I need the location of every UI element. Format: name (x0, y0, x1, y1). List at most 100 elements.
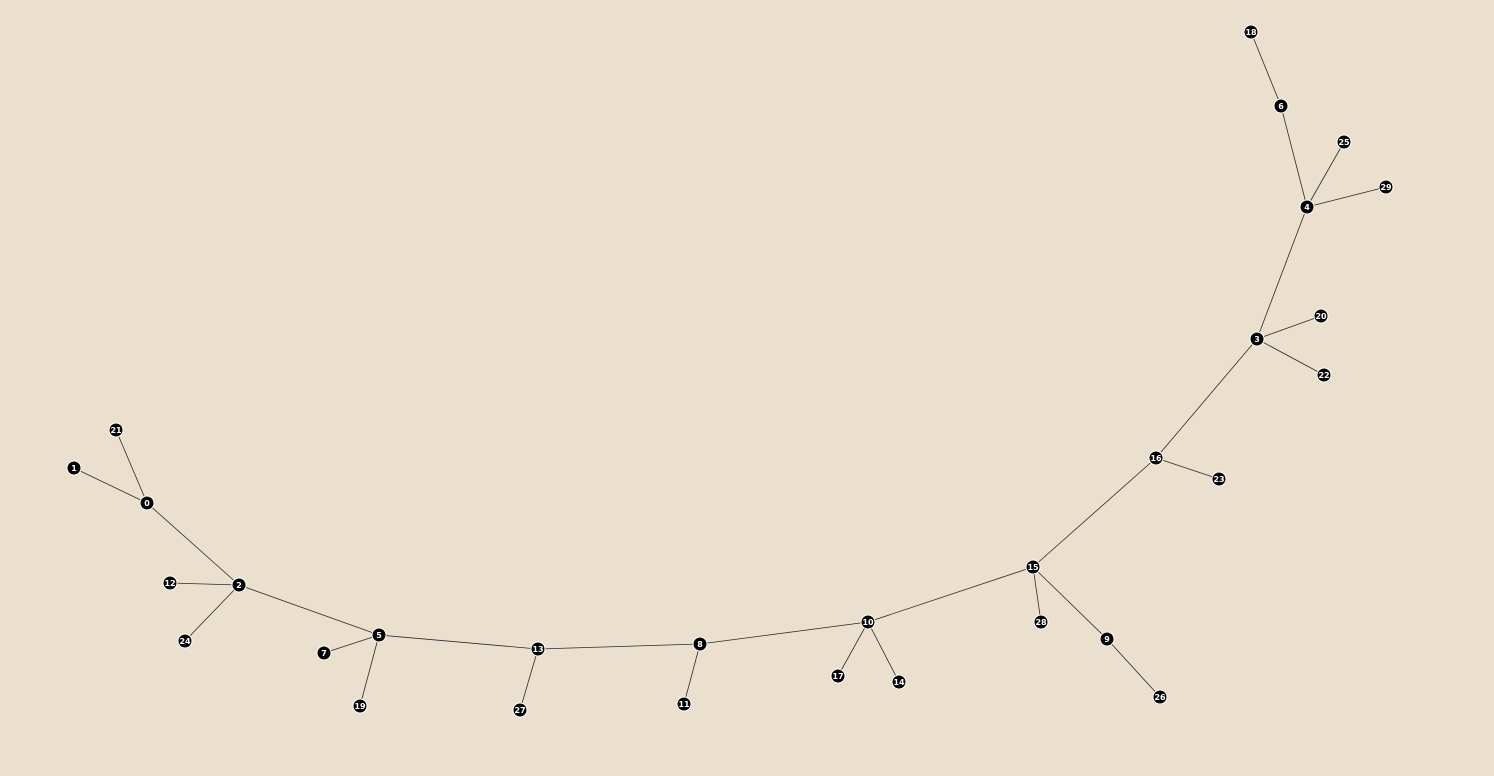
edge-4-29 (1306, 186, 1387, 208)
node-label: 17 (832, 672, 843, 681)
edge-10-15 (867, 566, 1034, 623)
node-12[interactable]: 12 (162, 575, 178, 591)
node-label: 16 (1150, 454, 1162, 463)
edge-3-20 (1256, 315, 1322, 340)
node-circle (1316, 367, 1332, 383)
node-5[interactable]: 5 (371, 627, 387, 643)
node-circle (108, 422, 124, 438)
node-3[interactable]: 3 (1249, 331, 1265, 347)
node-13[interactable]: 13 (530, 641, 546, 657)
node-circle (1273, 98, 1289, 114)
node-circle (692, 636, 708, 652)
edge-3-22 (1256, 338, 1325, 376)
node-circle (1099, 631, 1115, 647)
edge-15-9 (1032, 566, 1108, 640)
edge-5-13 (378, 634, 539, 650)
node-label: 21 (110, 426, 122, 435)
node-label: 12 (164, 579, 175, 588)
node-label: 2 (236, 581, 242, 590)
node-circle (512, 702, 528, 718)
node-circle (66, 460, 82, 476)
node-26[interactable]: 26 (1152, 689, 1168, 705)
node-label: 22 (1318, 371, 1329, 380)
node-circle (1025, 559, 1041, 575)
edge-13-8 (537, 643, 701, 650)
node-18[interactable]: 18 (1243, 24, 1259, 40)
node-22[interactable]: 22 (1316, 367, 1332, 383)
node-10[interactable]: 10 (860, 614, 876, 630)
edge-9-26 (1106, 638, 1161, 698)
edge-3-4 (1256, 206, 1308, 340)
node-label: 23 (1213, 475, 1224, 484)
node-4[interactable]: 4 (1299, 199, 1315, 215)
node-11[interactable]: 11 (676, 696, 692, 712)
edge-0-1 (73, 467, 148, 504)
node-29[interactable]: 29 (1378, 179, 1394, 195)
node-label: 20 (1315, 312, 1327, 321)
node-25[interactable]: 25 (1336, 134, 1352, 150)
node-label: 7 (321, 649, 327, 658)
node-circle (1148, 450, 1164, 466)
node-circle (1336, 134, 1352, 150)
node-circle (231, 577, 247, 593)
node-20[interactable]: 20 (1313, 308, 1329, 324)
node-label: 19 (354, 702, 366, 711)
node-label: 18 (1245, 28, 1257, 37)
node-label: 14 (893, 678, 905, 687)
node-circle (1211, 471, 1227, 487)
node-17[interactable]: 17 (830, 668, 846, 684)
node-15[interactable]: 15 (1025, 559, 1041, 575)
node-7[interactable]: 7 (316, 645, 332, 661)
node-1[interactable]: 1 (66, 460, 82, 476)
node-9[interactable]: 9 (1099, 631, 1115, 647)
node-label: 29 (1380, 183, 1392, 192)
node-circle (139, 495, 155, 511)
node-circle (676, 696, 692, 712)
node-circle (371, 627, 387, 643)
node-circle (1299, 199, 1315, 215)
edge-0-2 (146, 502, 240, 586)
edge-2-24 (184, 584, 240, 642)
edges-layer (73, 31, 1387, 711)
node-label: 5 (376, 631, 382, 640)
node-circle (177, 633, 193, 649)
node-21[interactable]: 21 (108, 422, 124, 438)
edge-13-27 (519, 648, 539, 711)
node-24[interactable]: 24 (177, 633, 193, 649)
edge-5-7 (323, 634, 380, 654)
node-14[interactable]: 14 (891, 674, 907, 690)
node-label: 26 (1154, 693, 1166, 702)
edge-4-6 (1280, 105, 1308, 208)
node-16[interactable]: 16 (1148, 450, 1164, 466)
edge-8-10 (699, 621, 869, 645)
node-0[interactable]: 0 (139, 495, 155, 511)
node-label: 1 (71, 464, 77, 473)
node-8[interactable]: 8 (692, 636, 708, 652)
node-label: 9 (1104, 635, 1110, 644)
edge-2-12 (169, 582, 240, 586)
node-circle (530, 641, 546, 657)
node-label: 25 (1338, 138, 1350, 147)
node-6[interactable]: 6 (1273, 98, 1289, 114)
node-19[interactable]: 19 (352, 698, 368, 714)
edge-2-5 (238, 584, 380, 636)
node-circle (1378, 179, 1394, 195)
node-circle (891, 674, 907, 690)
node-2[interactable]: 2 (231, 577, 247, 593)
node-circle (830, 668, 846, 684)
node-23[interactable]: 23 (1211, 471, 1227, 487)
node-circle (1033, 614, 1049, 630)
edge-4-25 (1306, 141, 1345, 208)
node-circle (352, 698, 368, 714)
node-circle (162, 575, 178, 591)
node-circle (1249, 331, 1265, 347)
node-label: 8 (697, 640, 703, 649)
node-circle (860, 614, 876, 630)
node-28[interactable]: 28 (1033, 614, 1049, 630)
node-27[interactable]: 27 (512, 702, 528, 718)
edge-6-18 (1250, 31, 1282, 107)
node-label: 6 (1278, 102, 1284, 111)
edge-8-11 (683, 643, 701, 705)
nodes-layer: 0123456789101112131415161718192021222324… (66, 24, 1394, 718)
